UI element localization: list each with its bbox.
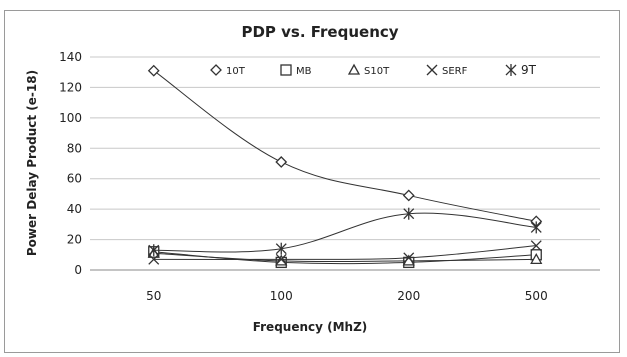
legend-label-s10t: S10T	[364, 66, 390, 77]
y-axis-label: Power Delay Product (e-18)	[25, 70, 39, 256]
chart-title: PDP vs. Frequency	[241, 23, 398, 41]
y-tick-label: 40	[67, 202, 82, 216]
legend-label-10t: 10T	[226, 66, 246, 77]
x-tick-label: 200	[397, 289, 420, 303]
legend-label-mb: MB	[296, 66, 312, 77]
y-tick-label: 100	[59, 111, 82, 125]
x-axis-label: Frequency (MhZ)	[253, 320, 368, 334]
legend-marker-9t	[506, 64, 516, 76]
series-line-9t	[154, 213, 537, 252]
series-line-10t	[154, 71, 537, 222]
legend-marker-s10t	[349, 65, 359, 74]
x-tick-label: 50	[146, 289, 161, 303]
y-tick-label: 0	[74, 263, 82, 277]
x-tick-label: 100	[270, 289, 293, 303]
legend-marker-serf	[427, 65, 437, 75]
legend-marker-10t	[211, 65, 221, 75]
y-tick-label: 140	[59, 50, 82, 64]
point-10t	[276, 157, 286, 167]
y-tick-label: 20	[67, 233, 82, 247]
point-10t	[404, 190, 414, 200]
y-tick-label: 80	[67, 141, 82, 155]
y-tick-label: 60	[67, 172, 82, 186]
series-line-s10t	[154, 253, 537, 261]
x-tick-label: 500	[525, 289, 548, 303]
legend-label-9t: 9T	[521, 63, 537, 77]
y-tick-label: 120	[59, 80, 82, 94]
legend-marker-mb	[281, 65, 291, 75]
point-10t	[149, 66, 159, 76]
legend-label-serf: SERF	[442, 66, 468, 77]
